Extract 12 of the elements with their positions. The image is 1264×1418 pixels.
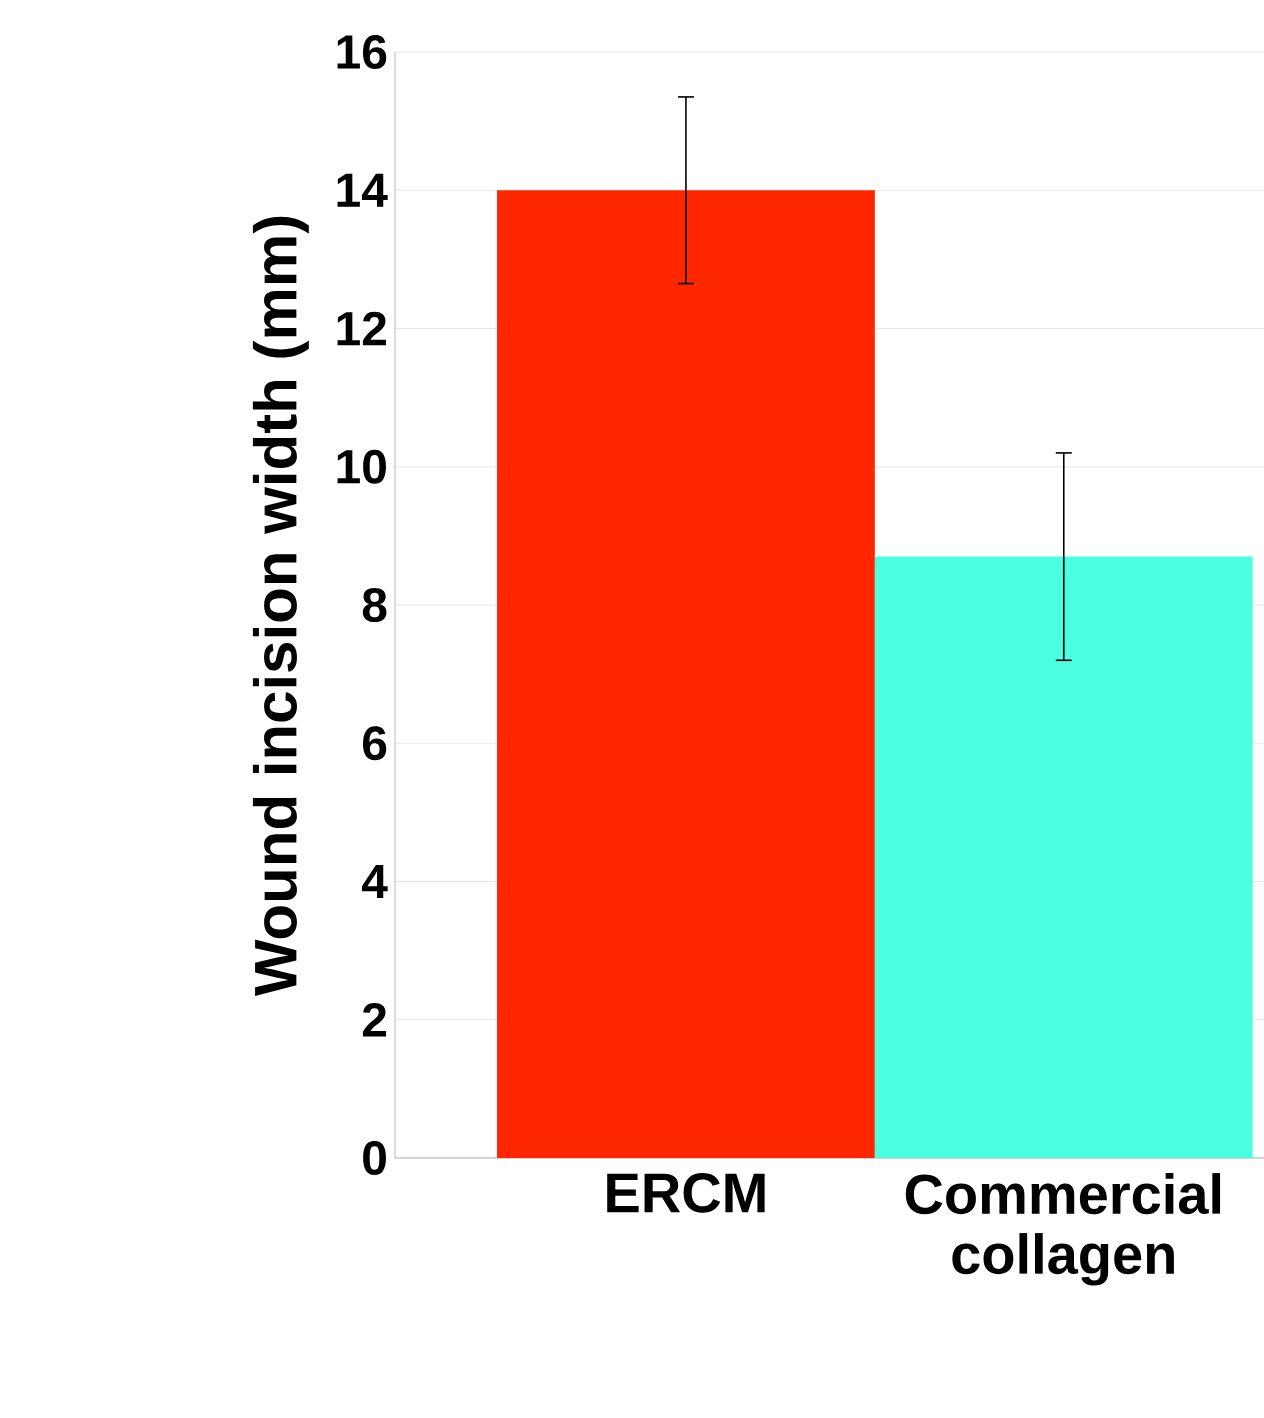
y-tick-label: 16	[337, 35, 387, 69]
y-tick-label: 2	[362, 1003, 387, 1037]
y-axis-title: Wound incision width (mm)	[252, 216, 309, 996]
y-tick-label: 0	[363, 1141, 386, 1175]
y-tick-label: 8	[362, 588, 387, 622]
y-tick-label: 10	[337, 449, 386, 484]
x-tick-label: ERCM	[607, 1173, 765, 1213]
x-tick-label: Commercial collagen	[905, 1173, 1221, 1286]
y-tick-label: 4	[361, 864, 388, 899]
y-tick-label: 12	[337, 311, 387, 346]
y-tick-label: 6	[363, 726, 387, 761]
y-tick-label: 14	[337, 173, 388, 207]
